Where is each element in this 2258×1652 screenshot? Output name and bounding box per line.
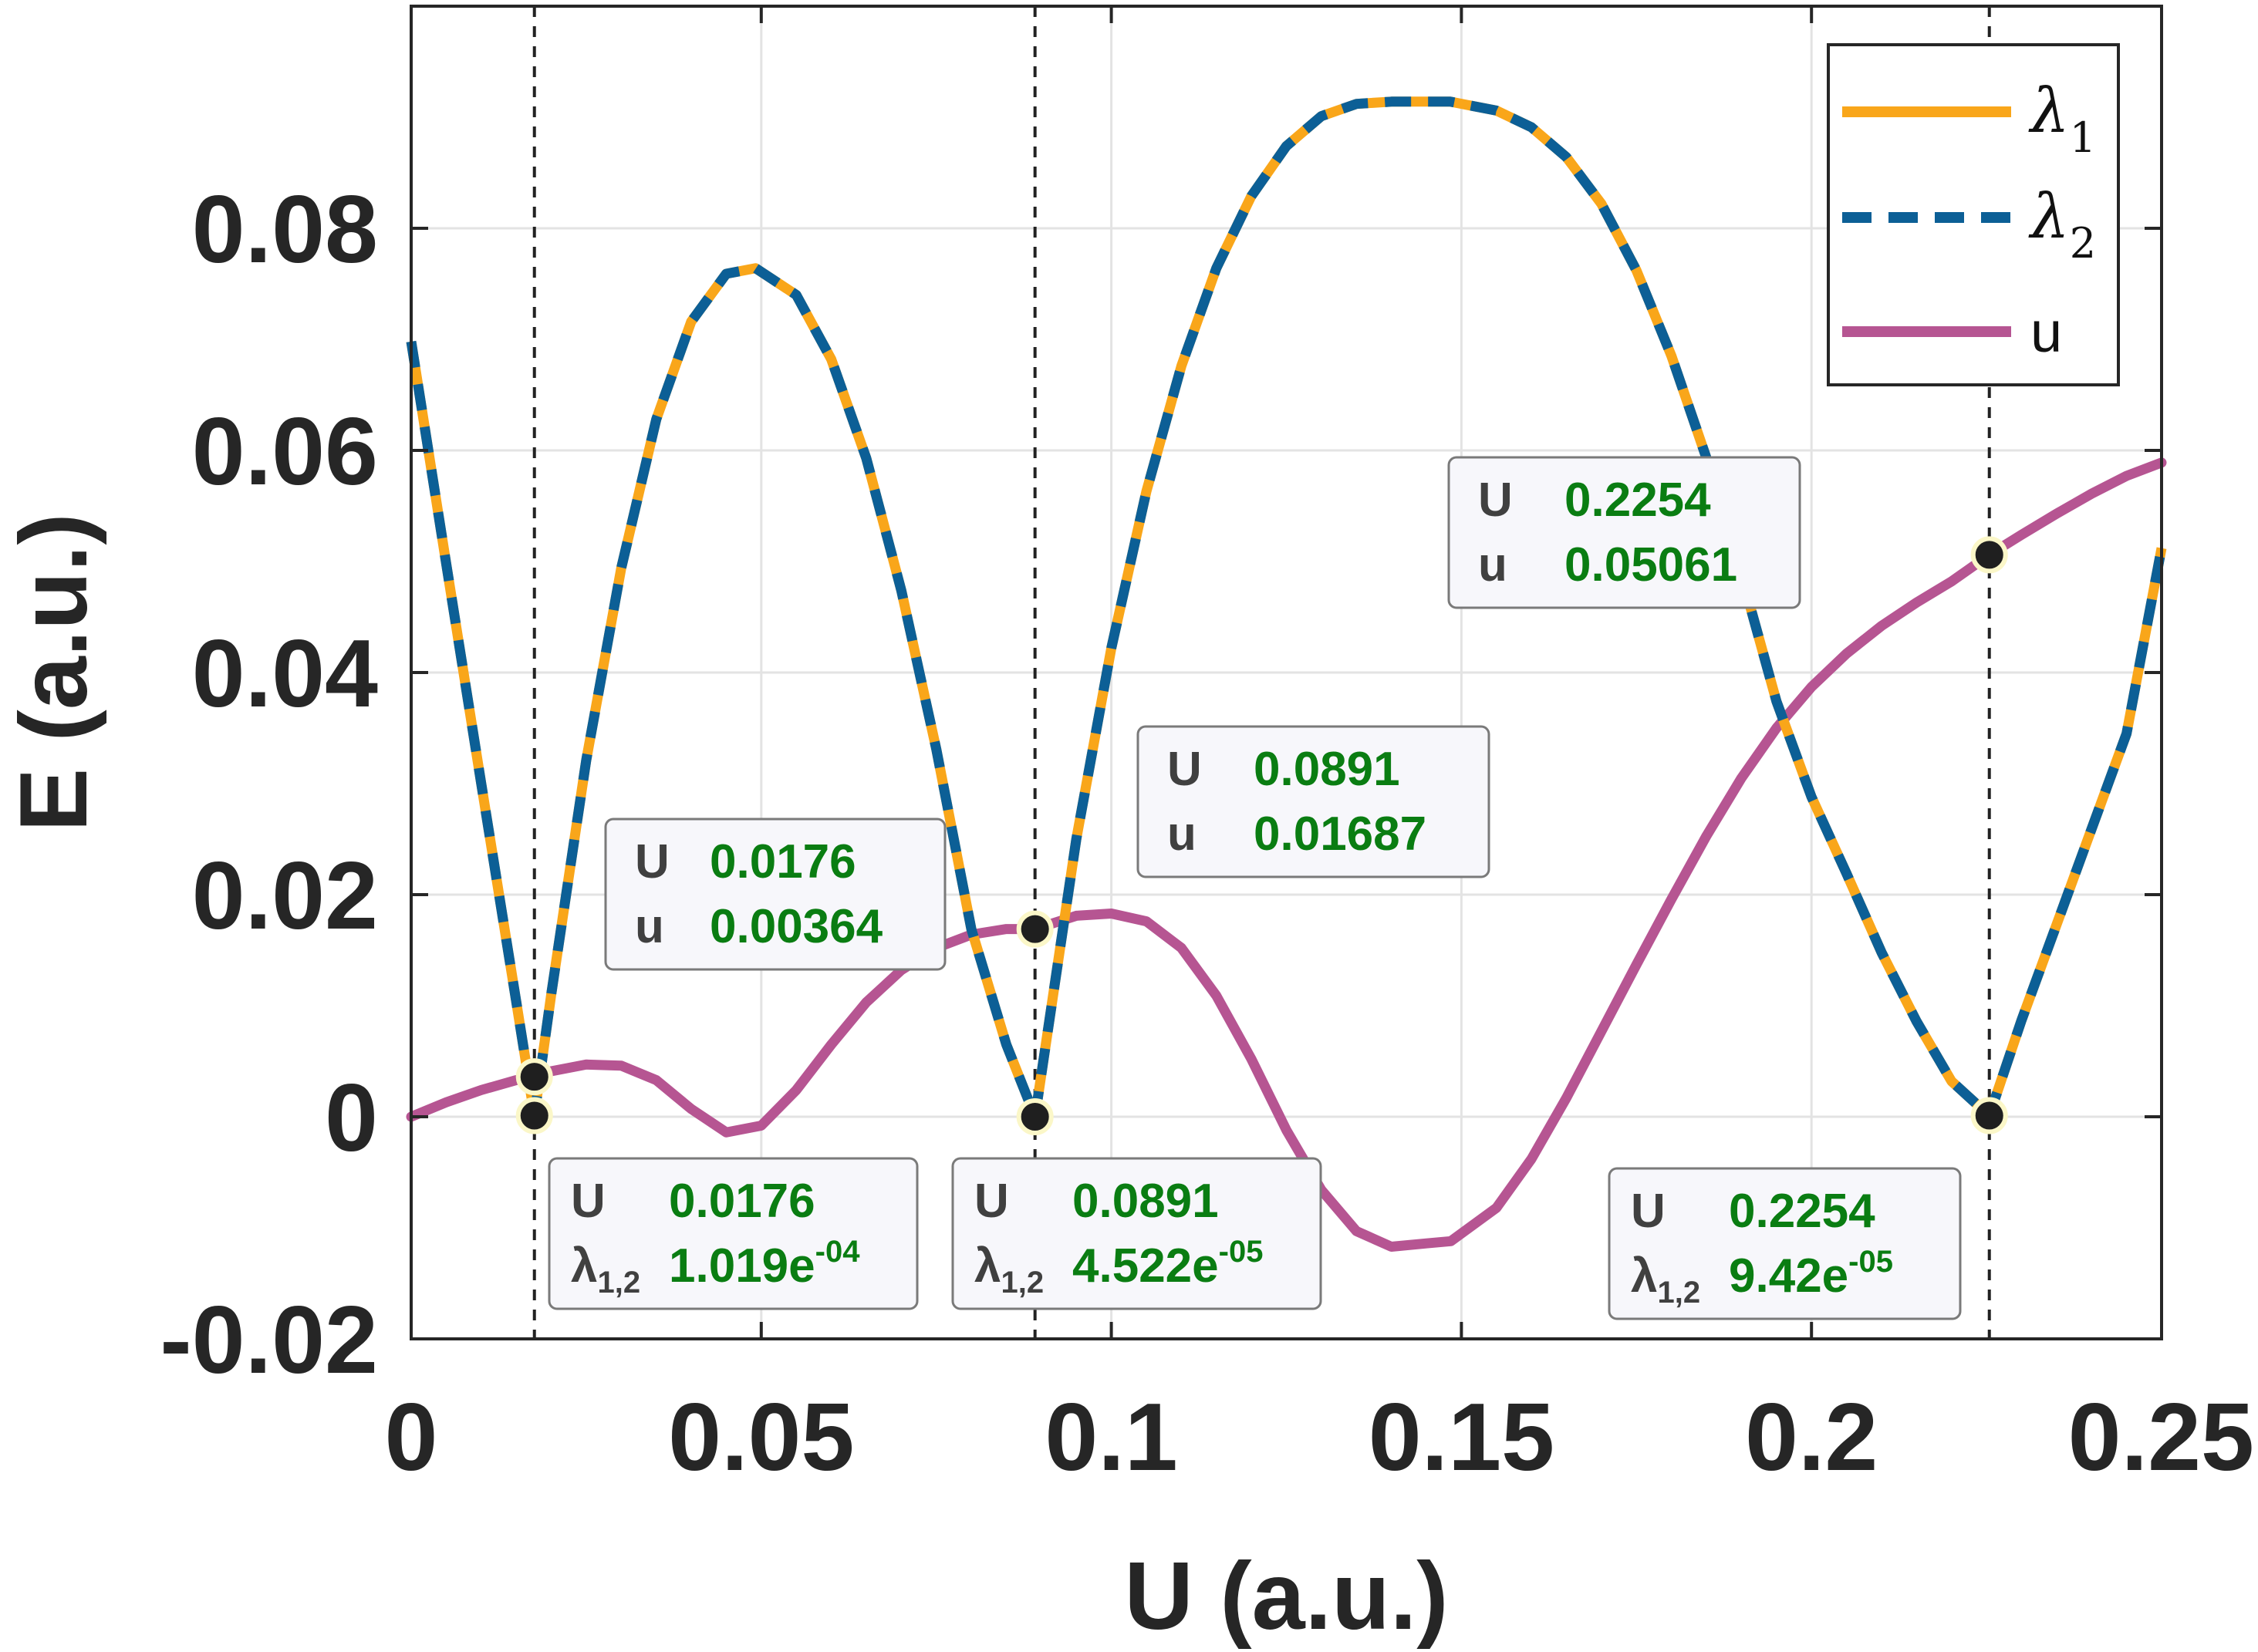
datatip-box [1136,725,1490,878]
series [406,96,2167,1252]
datatip-key: λ1,2 [974,1239,1044,1300]
y-tick-label: 0.02 [192,843,378,949]
datatip-key: u [635,900,664,953]
data-marker [1016,1098,1054,1135]
datatip-value: 0.2254 [1729,1185,1875,1238]
axes [410,5,2163,1340]
datatip-value: 0.0891 [1254,743,1400,796]
datatip-key: U [1631,1185,1666,1238]
series-line-u [406,457,2167,1252]
datatip: U 0.0891 u 0.01687 [1136,725,1490,878]
x-tick-label: 0.15 [1369,1384,1554,1491]
data-marker [1970,536,2008,574]
datatip-value: 0.05061 [1564,538,1737,592]
data-marker [515,1097,553,1134]
x-axis-label: U (a.u.) [1124,1543,1448,1650]
datatip-value: 0.0891 [1072,1175,1219,1228]
y-tick-label: 0.04 [192,621,378,727]
x-tick-label: 0 [385,1384,438,1491]
datatip-value: 0.0176 [669,1175,815,1228]
y-axis-label: E (a.u.) [1,513,107,831]
data-marker [1016,910,1054,948]
datatip-box [604,818,947,971]
datatip-value: 0.2254 [1564,474,1711,527]
datatip: U 0.2254 u 0.05061 [1447,456,1801,609]
datatip-key: u [1167,807,1197,861]
x-tick-label: 0.2 [1745,1384,1878,1491]
datatip-key: u [1478,538,1507,592]
datatip-key: U [1478,474,1513,527]
datatip-value: 0.01687 [1254,807,1426,861]
y-tick-label: 0.06 [192,399,378,505]
datatips: U 0.0176 u 0.00364 U 0.0891 u 0.01687 U 0.2254 u 0.… [548,456,1962,1320]
datatip: U 0.0176 u 0.00364 [604,818,947,971]
legend-label: u [2030,300,2062,364]
x-tick-label: 0.1 [1045,1384,1177,1491]
x-tick-label: 0.05 [668,1384,854,1491]
y-tick-label: 0 [325,1065,378,1172]
datatip-key: U [1167,743,1202,796]
data-marker [515,1058,553,1096]
series-line-lambda2 [406,96,2167,1122]
datatip-value: 0.00364 [710,900,883,953]
datatip-box [548,1157,919,1310]
data-marker [1970,1097,2008,1134]
x-tick-label: 0.25 [2068,1384,2254,1491]
tick-labels: 0 0.05 0.1 0.15 0.2 0.25-0.0200.020.040.060.0… [160,177,2254,1491]
datatip-box [1447,456,1801,609]
datatip-box [1608,1167,1962,1320]
markers [515,536,2008,1135]
datatip-key: U [571,1175,606,1228]
y-tick-label: 0.08 [192,177,378,283]
datatip-box [951,1157,1322,1310]
y-tick-label: -0.02 [160,1287,378,1394]
datatip-key: U [635,835,670,888]
datatip-key: U [974,1175,1009,1228]
datatip-value: 0.0176 [710,835,856,888]
